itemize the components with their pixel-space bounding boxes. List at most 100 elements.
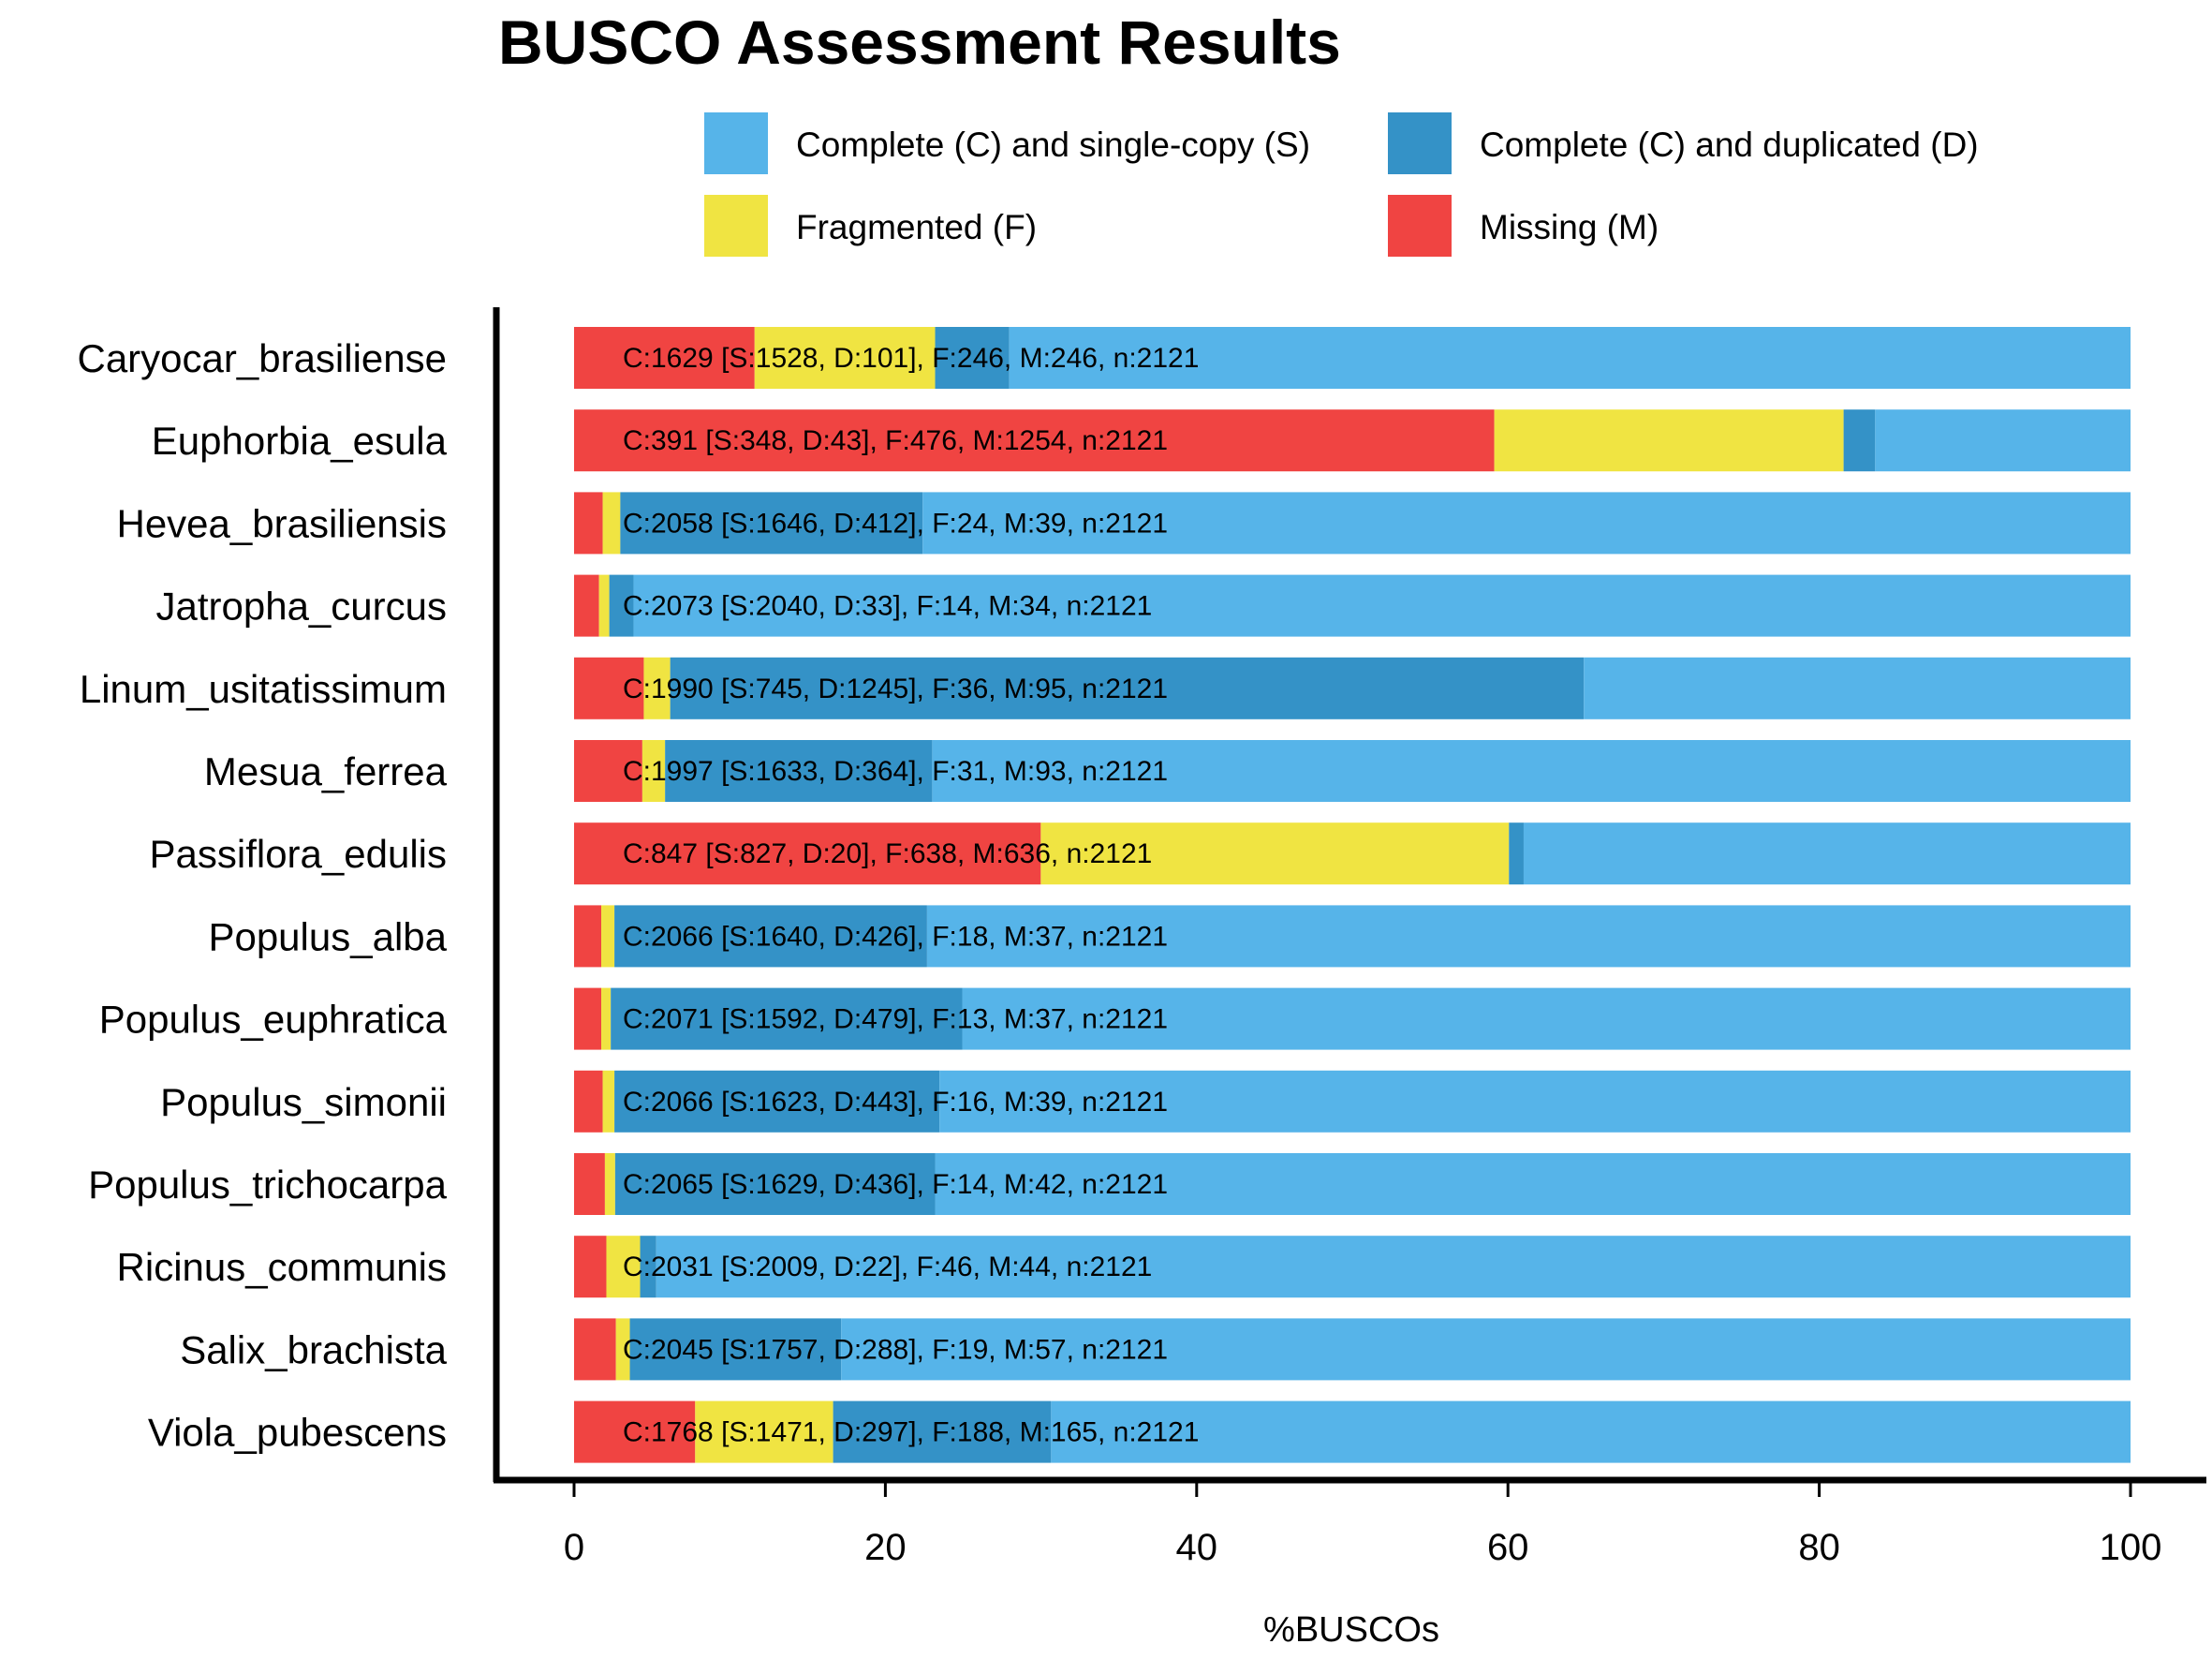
bar-data-label: C:2066 [S:1640, D:426], F:18, M:37, n:21… [623, 921, 1168, 952]
bar-segment-s [1875, 409, 2131, 472]
bar-data-label: C:2058 [S:1646, D:412], F:24, M:39, n:21… [623, 508, 1168, 539]
category-label: Linum_usitatissimum [80, 667, 447, 711]
legend: Complete (C) and single-copy (S) Complet… [704, 112, 1979, 257]
bar-data-label: C:2073 [S:2040, D:33], F:14, M:34, n:212… [623, 591, 1152, 622]
bar-segment-d [614, 1153, 936, 1215]
bar-segment-m [574, 657, 644, 719]
bar-segment-d [629, 1318, 842, 1381]
bar-segment-s [932, 740, 2131, 802]
x-tick-label: 40 [1176, 1527, 1218, 1568]
bar-data-label: C:1629 [S:1528, D:101], F:246, M:246, n:… [623, 343, 1199, 374]
bar-segment-f [600, 987, 612, 1050]
category-label: Hevea_brasiliensis [116, 501, 447, 545]
bar-segment-f [615, 1318, 630, 1381]
bar-segment-s [962, 987, 2131, 1050]
bar-segment-f [602, 492, 621, 555]
category-label: Populus_trichocarpa [88, 1163, 448, 1207]
bar-segment-s [939, 1070, 2131, 1133]
bar-data-label: C:1997 [S:1633, D:364], F:31, M:93, n:21… [623, 756, 1168, 787]
bar-segment-f [1494, 409, 1844, 472]
bar-segment-s [922, 492, 2131, 555]
legend-swatch-missing [1388, 195, 1452, 257]
category-label: Salix_brachista [180, 1327, 447, 1371]
bar-data-label: C:1768 [S:1471, D:297], F:188, M:165, n:… [623, 1417, 1199, 1448]
bar-segment-m [574, 987, 601, 1050]
legend-item-missing: Missing (M) [1388, 195, 1659, 257]
bar-segment-s [1584, 657, 2131, 719]
x-tick-label: 80 [1798, 1527, 1840, 1568]
x-ticks: 0 20 40 60 80 100 [564, 1483, 2162, 1568]
legend-item-duplicated: Complete (C) and duplicated (D) [1388, 112, 1979, 174]
legend-item-single-copy: Complete (C) and single-copy (S) [704, 112, 1310, 174]
bar-segment-f [754, 327, 936, 389]
bar-segment-s [1009, 327, 2131, 389]
bar-segment-d [935, 327, 1010, 389]
category-label: Ricinus_communis [117, 1245, 447, 1289]
legend-item-fragmented: Fragmented (F) [704, 195, 1037, 257]
bar-segment-m [574, 1153, 605, 1215]
bar-segment-d [665, 740, 933, 802]
bar-segment-m [574, 574, 599, 637]
x-tick-label: 0 [564, 1527, 584, 1568]
bar-segment-s [841, 1318, 2131, 1381]
category-labels: Caryocar_brasiliense Euphorbia_esula Hevea… [77, 336, 447, 1455]
bar-segment-m [574, 822, 1041, 885]
bar-segment-d [1509, 822, 1524, 885]
category-label: Passiflora_edulis [149, 832, 447, 876]
category-label: Caryocar_brasiliense [77, 336, 447, 380]
bar-segment-d [609, 574, 634, 637]
legend-label-duplicated: Complete (C) and duplicated (D) [1480, 126, 1979, 164]
bar-segment-f [600, 905, 615, 968]
bar-segment-f [602, 1070, 615, 1133]
bar-segment-d [614, 905, 927, 968]
bar-segment-m [574, 1070, 603, 1133]
bar-data-label: C:391 [S:348, D:43], F:476, M:1254, n:21… [623, 425, 1168, 456]
legend-label-missing: Missing (M) [1480, 208, 1659, 246]
bar-segment-d [670, 657, 1585, 719]
legend-label-fragmented: Fragmented (F) [796, 208, 1037, 246]
legend-swatch-duplicated [1388, 112, 1452, 174]
category-label: Mesua_ferrea [204, 749, 448, 793]
bars-group: C:1629 [S:1528, D:101], F:246, M:246, n:… [574, 327, 2131, 1463]
bar-segment-d [833, 1400, 1052, 1463]
category-label: Euphorbia_esula [152, 419, 448, 463]
category-label: Viola_pubescens [148, 1411, 447, 1455]
bar-data-label: C:2066 [S:1623, D:443], F:16, M:39, n:21… [623, 1087, 1168, 1118]
bar-segment-m [574, 1318, 616, 1381]
bar-segment-m [574, 327, 755, 389]
bar-segment-d [611, 987, 963, 1050]
x-tick-label: 20 [864, 1527, 907, 1568]
bar-segment-f [598, 574, 610, 637]
bar-segment-d [1843, 409, 1876, 472]
bar-segment-d [614, 1070, 940, 1133]
category-label: Jatropha_curcus [155, 585, 447, 629]
bar-segment-d [640, 1236, 656, 1298]
bar-segment-m [574, 1400, 696, 1463]
axes: 0 20 40 60 80 100 [493, 307, 2206, 1568]
bar-segment-s [633, 574, 2131, 637]
bar-data-label: C:847 [S:827, D:20], F:638, M:636, n:212… [623, 838, 1152, 869]
bar-segment-d [620, 492, 923, 555]
bar-data-label: C:2031 [S:2009, D:22], F:46, M:44, n:212… [623, 1252, 1152, 1282]
bar-data-label: C:2065 [S:1629, D:436], F:14, M:42, n:21… [623, 1169, 1168, 1200]
bar-segment-f [641, 740, 666, 802]
category-label: Populus_simonii [160, 1080, 447, 1124]
bar-segment-s [1523, 822, 2131, 885]
legend-label-single-copy: Complete (C) and single-copy (S) [796, 126, 1310, 164]
bar-segment-m [574, 1236, 607, 1298]
bar-data-label: C:1990 [S:745, D:1245], F:36, M:95, n:21… [623, 674, 1168, 704]
bar-segment-m [574, 409, 1495, 472]
bar-segment-m [574, 740, 642, 802]
bar-segment-s [656, 1236, 2131, 1298]
legend-swatch-fragmented [704, 195, 768, 257]
bar-segment-f [695, 1400, 833, 1463]
x-tick-label: 60 [1487, 1527, 1529, 1568]
chart-title: BUSCO Assessment Results [498, 7, 1341, 77]
category-label: Populus_euphratica [99, 998, 448, 1042]
bar-segment-m [574, 905, 601, 968]
legend-swatch-single-copy [704, 112, 768, 174]
x-tick-label: 100 [2100, 1527, 2162, 1568]
bar-segment-s [926, 905, 2131, 968]
bar-segment-s [1051, 1400, 2131, 1463]
bar-segment-m [574, 492, 603, 555]
